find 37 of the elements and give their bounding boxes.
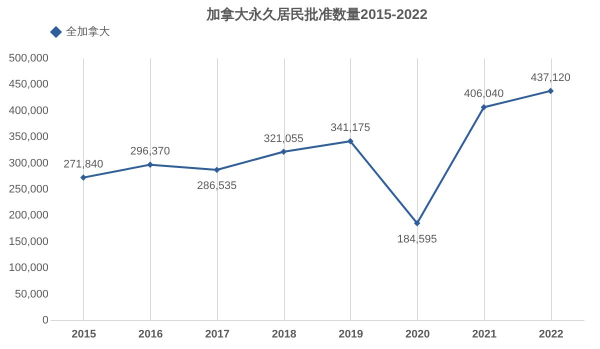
y-tick-label: 450,000 — [8, 78, 48, 91]
x-tick-label: 2019 — [338, 328, 364, 340]
point — [347, 138, 354, 144]
data-label: 296,370 — [130, 146, 170, 158]
legend-label: 全加拿大 — [66, 25, 110, 38]
x-tick-label: 2021 — [472, 328, 497, 340]
point — [414, 220, 420, 226]
point — [480, 104, 488, 110]
data-label: 321,055 — [264, 132, 304, 145]
y-tick-label: 250,000 — [8, 184, 48, 196]
x-tick-label: 2020 — [405, 328, 430, 340]
data-label: 406,040 — [464, 88, 504, 100]
y-tick-label: 200,000 — [8, 210, 48, 222]
chart-title: 加拿大永久居民批准数量2015-2022 — [206, 6, 428, 22]
y-tick-label: 350,000 — [8, 131, 48, 144]
y-tick-label: 500,000 — [8, 52, 48, 64]
y-tick-label: 150,000 — [8, 236, 48, 248]
x-tick-label: 2022 — [538, 328, 564, 340]
y-tick-label: 300,000 — [8, 157, 48, 170]
data-label: 437,120 — [530, 72, 571, 84]
x-tick-label: 2017 — [205, 328, 230, 340]
data-label: 184,595 — [397, 233, 438, 246]
x-tick-label: 2016 — [138, 328, 163, 340]
y-tick-label: 100,000 — [8, 262, 48, 274]
point — [547, 88, 554, 94]
point — [214, 166, 220, 174]
y-tick-label: 400,000 — [8, 104, 48, 117]
x-tick-label: 2015 — [72, 328, 96, 340]
point — [80, 174, 87, 181]
y-tick-label: 50,000 — [14, 288, 48, 300]
x-tick-label: 2018 — [272, 328, 296, 340]
data-label: 271,840 — [63, 158, 104, 171]
data-label: 341,175 — [330, 122, 370, 134]
y-tick-label: 0 — [42, 314, 48, 326]
point — [280, 148, 287, 155]
data-label: 286,535 — [196, 180, 237, 192]
point — [146, 162, 154, 168]
